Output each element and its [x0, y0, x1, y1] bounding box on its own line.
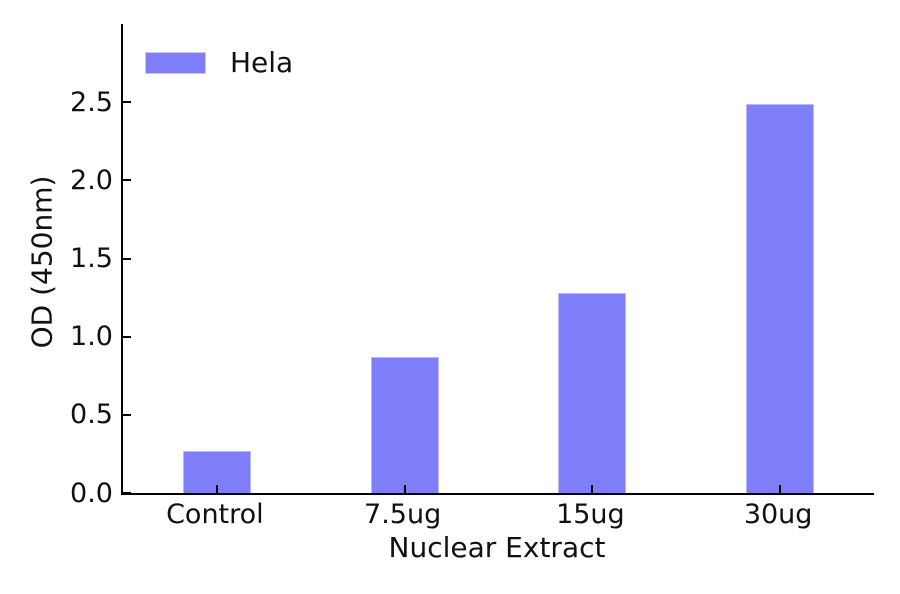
y-tick-label: 1.5: [70, 243, 113, 274]
y-tick-label: 1.0: [70, 321, 113, 353]
y-tick-mark: [123, 257, 131, 260]
plot-area: [121, 24, 874, 495]
bar-15ug: [558, 292, 627, 493]
x-tick-mark: [779, 485, 782, 493]
bar-30ug: [746, 103, 815, 493]
x-tick-mark: [591, 485, 594, 493]
x-tick-mark: [403, 485, 406, 493]
y-tick-mark: [123, 492, 131, 494]
y-tick-mark: [123, 413, 131, 416]
x-axis-title: Nuclear Extract: [388, 531, 606, 564]
y-tick-label: 0.5: [70, 399, 113, 431]
y-tick-mark: [123, 335, 131, 338]
legend-swatch-hela: [145, 52, 206, 74]
x-tick-label: 15ug: [556, 499, 625, 530]
legend-label: Hela: [230, 46, 294, 79]
bar-7-5ug: [370, 357, 439, 493]
y-tick-label: 0.0: [70, 477, 113, 509]
x-tick-mark: [215, 485, 218, 493]
x-tick-label: 30ug: [743, 499, 813, 530]
x-tick-label: Control: [166, 499, 264, 530]
y-tick-mark: [123, 179, 131, 182]
y-tick-mark: [123, 101, 131, 104]
y-tick-label: 2.5: [70, 86, 113, 118]
y-axis-title: OD (450nm): [25, 175, 59, 349]
x-tick-label: 7.5ug: [364, 499, 442, 530]
legend: Hela: [145, 48, 293, 78]
y-tick-label: 2.0: [70, 164, 113, 196]
